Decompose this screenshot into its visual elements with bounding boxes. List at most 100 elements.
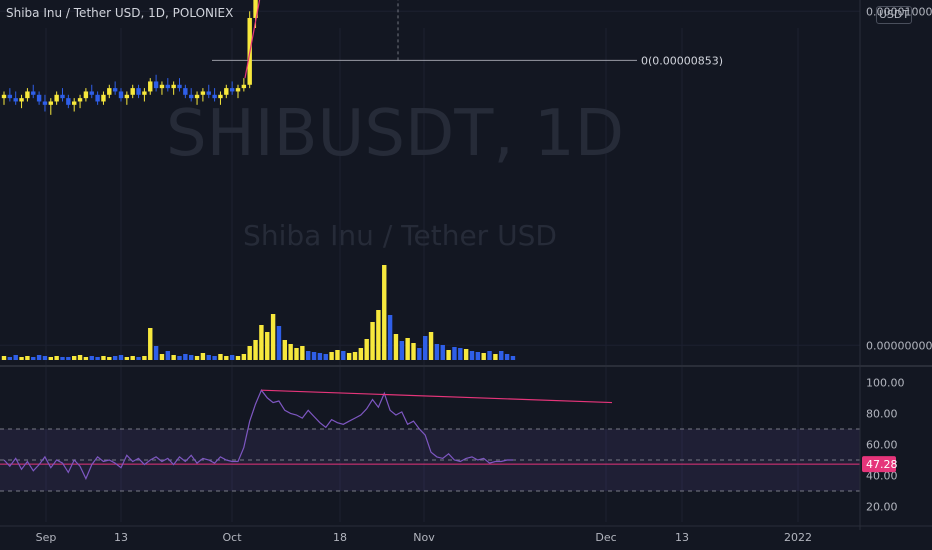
candle-body xyxy=(77,98,83,102)
candle-body xyxy=(36,94,42,102)
rsi-axis-label: 100.00 xyxy=(866,376,905,389)
volume-bar xyxy=(107,357,112,360)
candle-body xyxy=(130,88,135,95)
volume-bar xyxy=(183,354,188,360)
time-axis-label: Sep xyxy=(36,531,57,544)
volume-bar xyxy=(159,354,165,360)
candle-body xyxy=(253,0,258,18)
volume-bar xyxy=(358,348,364,360)
volume-bar xyxy=(317,353,323,360)
volume-bar xyxy=(83,357,89,360)
price-axis-label: 0.00000000 xyxy=(866,339,932,352)
volume-bar xyxy=(411,343,416,360)
candle-body xyxy=(189,94,194,99)
candle-body xyxy=(235,88,241,92)
candle-body xyxy=(7,94,13,99)
rsi-line xyxy=(3,389,513,481)
volume-bar xyxy=(341,351,346,360)
rsi-axis-label: 80.00 xyxy=(866,407,898,420)
volume-bar xyxy=(434,344,440,360)
volume-bar xyxy=(487,351,492,360)
volume-bar xyxy=(13,355,18,360)
rsi-axis-label: 20.00 xyxy=(866,500,898,513)
candle-body xyxy=(224,88,229,95)
volume-bar xyxy=(481,353,486,360)
candle-body xyxy=(19,98,24,102)
watermark-name: Shiba Inu / Tether USD xyxy=(243,219,557,252)
volume-bar xyxy=(101,356,106,360)
candle-body xyxy=(142,91,147,95)
candle-body xyxy=(1,94,7,99)
volume-bar xyxy=(346,353,352,360)
volume-bar xyxy=(393,334,399,360)
watermark-symbol: SHIBUSDT, 1D xyxy=(166,97,624,171)
volume-bar xyxy=(66,357,71,360)
time-axis-label: 13 xyxy=(675,531,689,544)
volume-bar xyxy=(1,356,7,360)
candle-body xyxy=(171,84,176,89)
volume-bar xyxy=(247,346,252,360)
rsi-axis-label: 60.00 xyxy=(866,438,898,451)
volume-bar xyxy=(200,353,206,360)
candle-body xyxy=(148,81,153,92)
candle-body xyxy=(218,94,223,99)
rsi-divergence-line xyxy=(261,389,613,404)
volume-bar xyxy=(224,356,229,360)
volume-bar xyxy=(288,344,293,360)
volume-bar xyxy=(235,356,241,360)
candle-body xyxy=(101,94,106,102)
candle-body xyxy=(83,91,89,99)
volume-bar xyxy=(259,325,264,360)
volume-bar xyxy=(25,356,30,360)
volume-bar xyxy=(270,314,276,360)
volume-bar xyxy=(212,356,217,360)
volume-bar xyxy=(112,356,118,360)
candle-body xyxy=(194,94,200,99)
volume-bar xyxy=(165,351,170,360)
rsi-axis-label: 40.00 xyxy=(866,469,898,482)
candle-body xyxy=(13,98,18,102)
volume-bar xyxy=(177,356,182,360)
candle-body xyxy=(60,94,65,99)
chart-title: Shiba Inu / Tether USD, 1D, POLONIEX xyxy=(6,6,234,20)
volume-bar xyxy=(352,352,358,360)
volume-bar xyxy=(399,341,404,360)
volume-bar xyxy=(194,356,200,360)
volume-bar xyxy=(206,355,211,360)
volume-bar xyxy=(124,357,130,360)
volume-bar xyxy=(463,349,469,360)
candle-body xyxy=(112,88,118,92)
volume-bar xyxy=(499,351,504,360)
time-axis-label: 13 xyxy=(114,531,128,544)
price-axis-label: 0.00001000 xyxy=(866,5,932,18)
volume-bar xyxy=(218,354,223,360)
time-axis-label: Dec xyxy=(595,531,616,544)
volume-bar xyxy=(142,356,147,360)
volume-bar xyxy=(469,351,475,360)
volume-bar xyxy=(54,356,59,360)
volume-bar xyxy=(364,339,369,360)
candle-body xyxy=(183,88,188,95)
volume-bar xyxy=(153,346,159,360)
volume-bar xyxy=(335,350,340,360)
fib-level-label: 0(0.00000853) xyxy=(641,54,723,67)
volume-bar xyxy=(282,340,287,360)
time-axis-label: Oct xyxy=(222,531,242,544)
candle-body xyxy=(31,91,36,95)
candle-body xyxy=(153,81,159,89)
volume-bar xyxy=(452,347,457,360)
candle-body xyxy=(107,88,112,95)
volume-bar xyxy=(370,322,375,360)
candle-body xyxy=(241,84,247,89)
rsi-tag-value: 47.28 xyxy=(866,458,898,471)
candle-body xyxy=(124,94,130,99)
volume-bar xyxy=(229,355,235,360)
volume-bar xyxy=(428,332,434,360)
candle-body xyxy=(89,91,94,95)
volume-bar xyxy=(306,351,311,360)
currency-button[interactable]: USDT xyxy=(876,6,912,24)
volume-bar xyxy=(42,356,48,360)
time-axis-label: 2022 xyxy=(784,531,812,544)
volume-bar xyxy=(31,357,36,360)
